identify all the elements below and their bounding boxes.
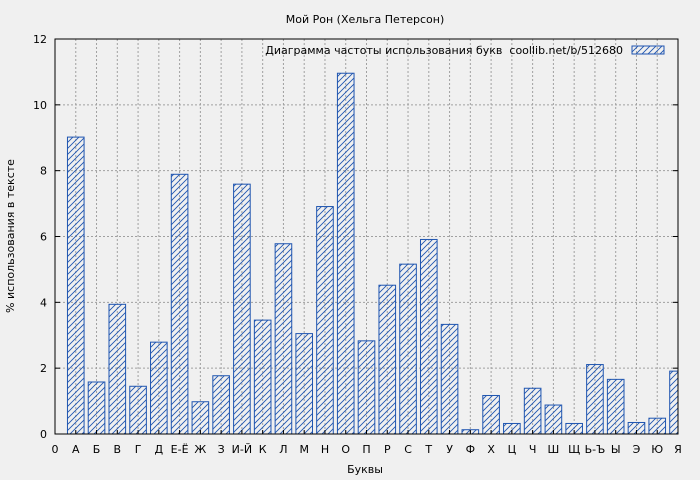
bar-Н bbox=[316, 206, 334, 435]
x-tick-label: О bbox=[341, 443, 350, 456]
legend-swatch bbox=[631, 45, 665, 55]
x-tick-label: Е-Ё bbox=[171, 443, 189, 456]
bar-А bbox=[66, 136, 85, 435]
y-tick-label: 12 bbox=[33, 33, 47, 46]
legend: Диаграмма частоты использования букв coo… bbox=[265, 44, 665, 57]
bar-О bbox=[336, 72, 355, 435]
x-tick-label: Н bbox=[321, 443, 329, 456]
bar-Я bbox=[669, 370, 679, 435]
y-tick-label: 4 bbox=[40, 296, 47, 309]
bar-Г bbox=[129, 385, 147, 435]
x-tick-label: Ф bbox=[466, 443, 475, 456]
x-tick-label: Ь-Ъ bbox=[585, 443, 606, 456]
bar-С bbox=[399, 263, 417, 435]
x-tick-label: З bbox=[218, 443, 225, 456]
x-tick-label: Т bbox=[424, 443, 432, 456]
x-tick-label: Д bbox=[155, 443, 164, 456]
x-tick-label: А bbox=[72, 443, 80, 456]
bar-К bbox=[253, 319, 272, 435]
bars bbox=[66, 72, 679, 435]
bar-Б bbox=[87, 381, 106, 435]
x-tick-label: П bbox=[362, 443, 370, 456]
bar-Е-Ё bbox=[170, 173, 189, 435]
x-tick-label: В bbox=[114, 443, 122, 456]
x-tick-label: Ы bbox=[611, 443, 621, 456]
x-axis-ticks: 0 А Б В Г Д Е-Ё Ж З И-Й К Л М Н О П Р С Т У Ф Х Ц Ч Ш Щ Ь-Ъ Ы Э Ю Я bbox=[52, 430, 682, 456]
x-tick-label: Ш bbox=[548, 443, 560, 456]
chart-title: Мой Рон (Хельга Петерсон) bbox=[286, 13, 445, 26]
bar-Т bbox=[419, 238, 438, 435]
bar-Л bbox=[274, 243, 293, 435]
y-tick-label: 2 bbox=[40, 362, 47, 375]
x-tick-label: Х bbox=[487, 443, 495, 456]
x-tick-label: Р bbox=[384, 443, 391, 456]
bar-Ь-Ъ bbox=[586, 364, 604, 435]
x-tick-label: Щ bbox=[568, 443, 580, 456]
y-tick-label: 0 bbox=[40, 428, 47, 441]
x-tick-label: М bbox=[299, 443, 309, 456]
x-tick-label: С bbox=[404, 443, 412, 456]
x-tick-label: Г bbox=[135, 443, 142, 456]
bar-Д bbox=[150, 341, 168, 435]
x-tick-label: И-Й bbox=[232, 443, 252, 456]
bar-И-Й bbox=[233, 183, 251, 435]
x-tick-label: Ж bbox=[194, 443, 206, 456]
x-tick-label: Э bbox=[633, 443, 641, 456]
y-axis-label: % использования в тексте bbox=[4, 159, 17, 313]
y-axis-ticks: 0 2 4 6 8 10 12 bbox=[33, 33, 678, 441]
x-axis-label: Буквы bbox=[347, 463, 383, 476]
bar-В bbox=[108, 303, 127, 435]
x-tick-label: Я bbox=[674, 443, 682, 456]
x-tick-label: 0 bbox=[52, 443, 59, 456]
bar-Ы bbox=[606, 378, 625, 435]
y-tick-label: 8 bbox=[40, 165, 47, 178]
x-tick-label: Ю bbox=[651, 443, 663, 456]
bar-Р bbox=[378, 284, 397, 435]
y-tick-label: 6 bbox=[40, 231, 47, 244]
x-tick-label: Л bbox=[279, 443, 287, 456]
bar-З bbox=[212, 375, 230, 435]
bar-Ш bbox=[544, 404, 563, 435]
x-tick-label: Ч bbox=[529, 443, 537, 456]
legend-label: Диаграмма частоты использования букв coo… bbox=[265, 44, 623, 57]
bar-М bbox=[295, 333, 314, 435]
bar-П bbox=[357, 340, 376, 435]
bar-У bbox=[440, 323, 459, 435]
x-tick-label: Ц bbox=[508, 443, 517, 456]
bar-Ч bbox=[523, 387, 542, 435]
x-tick-label: Б bbox=[93, 443, 101, 456]
bar-Ж bbox=[191, 401, 210, 435]
bar-Х bbox=[482, 394, 500, 435]
x-tick-label: У bbox=[446, 443, 453, 456]
x-tick-label: К bbox=[259, 443, 267, 456]
y-tick-label: 10 bbox=[33, 99, 47, 112]
